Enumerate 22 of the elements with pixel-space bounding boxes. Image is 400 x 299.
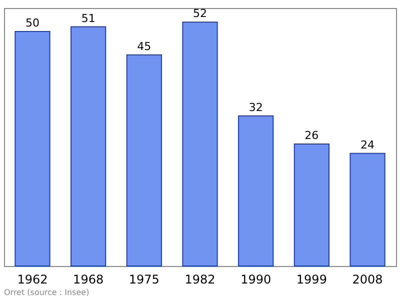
bar — [350, 152, 386, 266]
x-tick-label: 1968 — [73, 272, 104, 286]
data-label: 51 — [81, 12, 96, 25]
x-tick-label: 1982 — [184, 272, 216, 286]
bar — [14, 30, 50, 266]
data-label: 52 — [193, 7, 207, 20]
data-label: 26 — [304, 129, 319, 142]
bar — [182, 22, 218, 266]
bar — [70, 26, 106, 266]
x-tick-label: 2008 — [352, 272, 383, 286]
x-tick-label: 1990 — [240, 272, 272, 286]
data-label: 50 — [25, 16, 40, 30]
x-tick-label: 1962 — [17, 272, 48, 286]
bar — [126, 54, 162, 266]
x-tick-label: 1999 — [296, 272, 327, 286]
data-label: 45 — [137, 40, 152, 53]
x-tick-label: 1975 — [128, 272, 160, 286]
bar — [238, 115, 274, 266]
data-label: 24 — [360, 138, 375, 152]
data-label: 32 — [248, 100, 263, 114]
text: Orret (source : Insee) — [4, 288, 90, 297]
bar — [294, 144, 330, 266]
